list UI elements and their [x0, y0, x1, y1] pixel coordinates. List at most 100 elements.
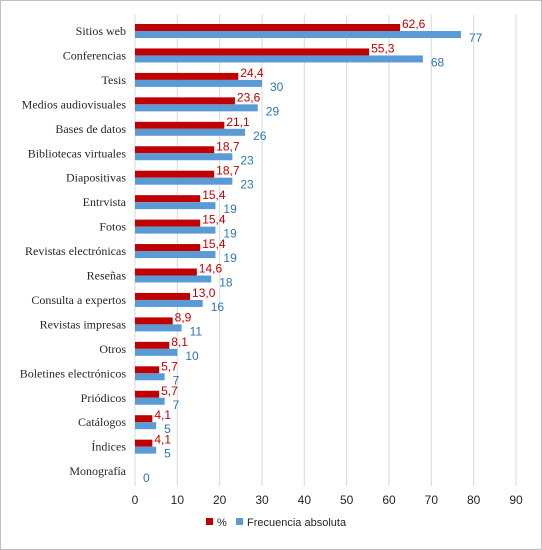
x-tick-label: 50 — [340, 493, 354, 507]
data-label-percent: 5,7 — [161, 384, 178, 398]
x-tick-label: 30 — [255, 493, 269, 507]
x-tick-label: 40 — [298, 493, 312, 507]
data-label-frequency: 23 — [240, 178, 254, 192]
category-label: Monografía — [69, 464, 126, 478]
data-label-frequency: 7 — [173, 398, 180, 412]
x-axis-ticks: 0 10 20 30 40 50 60 70 80 90 — [132, 493, 523, 507]
category-label: Revistas electrónicas — [25, 244, 126, 258]
category-labels: Sitios web Conferencias Tesis Medios audiov… — [20, 24, 127, 478]
data-label-frequency: 68 — [431, 55, 445, 69]
data-label-frequency: 19 — [223, 202, 237, 216]
x-tick-label: 0 — [132, 493, 139, 507]
data-label-percent: 15,4 — [202, 188, 226, 202]
bar-percent — [135, 244, 201, 252]
bar-frequency — [135, 153, 233, 161]
bar-frequency — [135, 104, 258, 112]
bar-percent — [135, 341, 170, 349]
category-label: Sitios web — [76, 24, 126, 38]
legend-swatch-frequency — [236, 518, 243, 525]
bar-frequency — [135, 31, 461, 38]
data-label-frequency: 18 — [219, 276, 233, 290]
data-label-percent: 14,6 — [199, 262, 223, 276]
category-label: Bibliotecas virtuales — [28, 146, 127, 160]
bar-percent — [135, 292, 191, 300]
bar-percent — [135, 366, 160, 374]
bar-frequency — [135, 202, 216, 210]
legend-label-frequency: Frecuencia absoluta — [247, 517, 347, 529]
x-tick-label: 70 — [425, 493, 439, 507]
data-label-frequency: 29 — [266, 104, 280, 118]
data-label-frequency: 19 — [223, 227, 237, 241]
bar-percent — [135, 415, 153, 423]
bar-percent — [135, 72, 239, 80]
bar-percent — [135, 390, 160, 398]
data-label-frequency: 23 — [240, 153, 254, 167]
legend-swatch-percent — [206, 518, 213, 525]
bar-percent — [135, 268, 197, 276]
category-label: Fotos — [99, 220, 126, 234]
data-label-percent: 24,4 — [240, 66, 264, 80]
data-label-percent: 5,7 — [161, 359, 178, 373]
bar-frequency — [135, 226, 216, 234]
bar-frequency — [135, 299, 203, 307]
bar-percent — [135, 219, 201, 227]
bar-frequency — [135, 251, 216, 259]
bars — [135, 24, 461, 454]
bar-percent — [135, 97, 235, 105]
bar-percent — [135, 317, 173, 325]
category-label: Diapositivas — [66, 171, 126, 185]
category-label: Boletines electrónicos — [20, 366, 127, 380]
x-tick-label: 20 — [213, 493, 227, 507]
data-label-percent: 8,1 — [171, 335, 188, 349]
data-label-percent: 13,0 — [192, 286, 216, 300]
category-label: Medios audiovisuales — [22, 97, 127, 111]
category-label: Consulta a expertos — [31, 293, 126, 307]
data-label-percent: 55,3 — [371, 41, 395, 55]
data-label-percent: 8,9 — [175, 310, 192, 324]
bar-frequency — [135, 397, 165, 405]
legend-label-percent: % — [217, 517, 227, 529]
bar-frequency — [135, 79, 262, 87]
data-label-frequency: 7 — [173, 373, 180, 387]
data-label-percent: 15,4 — [202, 237, 226, 251]
data-label-frequency: 11 — [190, 324, 203, 338]
data-label-percent: 21,1 — [226, 115, 250, 129]
bar-frequency — [135, 128, 246, 136]
data-label-frequency: 30 — [270, 80, 284, 94]
category-label: Otros — [99, 342, 126, 356]
data-label-frequency: 16 — [211, 300, 225, 314]
bar-percent — [135, 439, 153, 447]
data-label-percent: 4,1 — [154, 408, 171, 422]
bar-percent — [135, 195, 201, 203]
category-label: Reseñas — [87, 269, 127, 283]
data-label-percent: 18,7 — [216, 164, 240, 178]
bar-percent — [135, 121, 225, 129]
category-label: Catálogos — [78, 415, 126, 429]
bar-frequency — [135, 275, 212, 283]
grid-lines — [134, 15, 517, 486]
data-label-frequency: 10 — [185, 349, 199, 363]
category-label: Bases de datos — [55, 122, 126, 136]
x-tick-label: 80 — [467, 493, 481, 507]
data-label-percent: 62,6 — [402, 17, 426, 31]
data-label-frequency: 0 — [143, 471, 150, 485]
bar-percent — [135, 24, 401, 31]
data-label-frequency: 19 — [223, 251, 237, 265]
bar-frequency — [135, 373, 165, 381]
bar-percent — [135, 146, 215, 154]
data-label-percent: 15,4 — [202, 213, 226, 227]
data-label-percent: 4,1 — [154, 433, 171, 447]
x-tick-label: 90 — [509, 493, 523, 507]
category-label: Revistas impresas — [40, 317, 127, 331]
category-label: Conferencias — [63, 48, 127, 62]
data-labels: 62,67755,36824,43023,62921,12618,72318,7… — [143, 17, 483, 485]
data-label-frequency: 5 — [164, 422, 171, 436]
x-tick-label: 10 — [171, 493, 185, 507]
category-label: Priódicos — [81, 391, 127, 405]
bar-frequency — [135, 446, 157, 454]
data-label-frequency: 26 — [253, 129, 267, 143]
bar-frequency — [135, 177, 233, 185]
data-label-percent: 23,6 — [237, 90, 261, 104]
